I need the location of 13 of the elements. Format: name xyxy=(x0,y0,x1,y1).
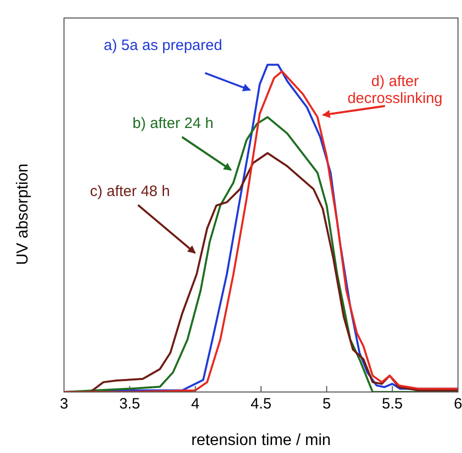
text: a) 5a as prepared xyxy=(104,37,222,54)
x-tick-label: 3 xyxy=(60,396,68,413)
annotation: b) after 24 h xyxy=(132,115,214,132)
annotation: c) after 48 h xyxy=(90,183,170,200)
x-tick-label: 5.5 xyxy=(382,396,403,413)
x-tick-label: 4 xyxy=(191,396,200,413)
x-tick-label: 6 xyxy=(454,396,462,413)
x-tick-label: 5 xyxy=(322,396,331,413)
x-tick-label: 4.5 xyxy=(250,396,272,413)
x-axis-title: retension time / min xyxy=(191,432,331,449)
annotation: d) after decrosslinking xyxy=(347,73,443,107)
x-tick-label: 3.5 xyxy=(119,396,140,413)
y-axis-title: UV absorption xyxy=(14,164,32,265)
